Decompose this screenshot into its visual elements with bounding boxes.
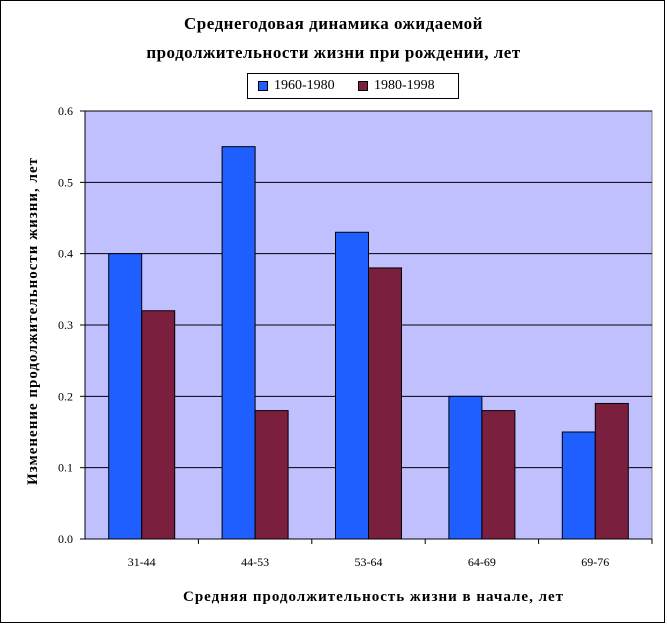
legend-label-series-1: 1960-1980 [274, 78, 335, 93]
chart-title-line-2: продолжительности жизни при рождении, ле… [146, 43, 521, 62]
bar-2-44-53 [254, 410, 289, 540]
x-tick-label: 69-76 [581, 555, 609, 569]
bar-1-31-44 [108, 253, 143, 540]
bar-1-44-53 [221, 146, 256, 540]
y-tick-label: 0.2 [58, 389, 73, 403]
bar-1-69-76 [561, 431, 596, 540]
x-tick-label: 44-53 [241, 555, 269, 569]
bar-2-31-44 [141, 310, 176, 540]
y-tick-label: 0.4 [58, 247, 73, 261]
legend-label-series-2: 1980-1998 [374, 78, 435, 93]
x-tick-label: 31-44 [128, 555, 156, 569]
bar-1-53-64 [335, 231, 369, 540]
y-tick-label: 0.0 [58, 532, 73, 546]
y-tick-label: 0.5 [58, 175, 73, 189]
x-tick-label: 53-64 [355, 555, 383, 569]
bar-2-64-69 [481, 410, 516, 540]
x-tick-label: 64-69 [468, 555, 496, 569]
x-axis-title: Средняя продолжительность жизни в начале… [183, 589, 564, 605]
y-tick-label: 0.6 [58, 104, 73, 118]
chart-legend: 1960-1980 1980-1998 [247, 73, 459, 99]
bar-1-64-69 [448, 395, 483, 540]
y-tick-label: 0.3 [58, 318, 73, 332]
legend-swatch-series-1 [258, 81, 268, 91]
y-tick-label: 0.1 [58, 461, 73, 475]
y-axis-title: Изменение продолжительности жизни, лет [25, 157, 41, 485]
chart-title-line-1: Среднегодовая динамика ожидаемой [184, 14, 483, 33]
bar-2-53-64 [368, 267, 402, 540]
legend-swatch-series-2 [358, 81, 368, 91]
bar-2-69-76 [594, 402, 629, 540]
